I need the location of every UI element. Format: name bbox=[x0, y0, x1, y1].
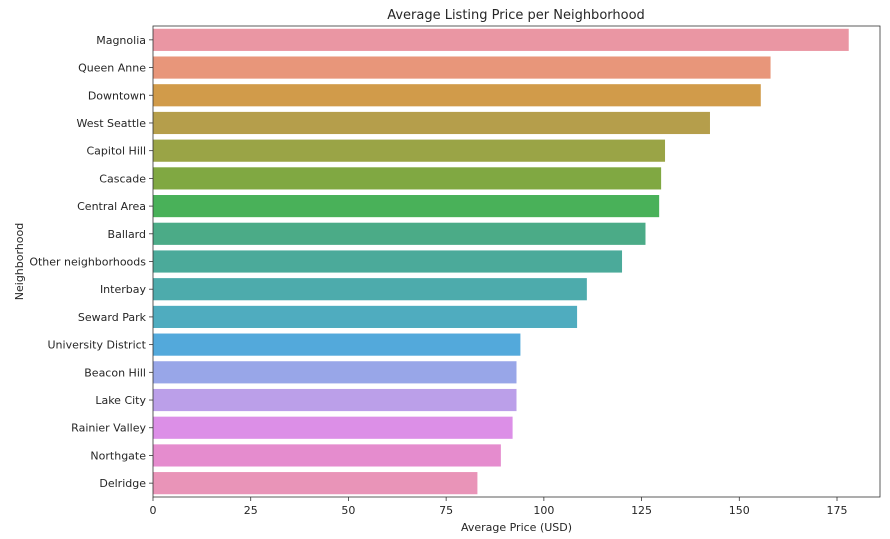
y-tick-label: Queen Anne bbox=[78, 62, 146, 75]
y-tick-label: Central Area bbox=[77, 200, 146, 213]
x-tick-label: 125 bbox=[631, 504, 652, 517]
y-tick-label: Delridge bbox=[99, 477, 146, 490]
bar-beacon-hill bbox=[153, 361, 517, 384]
y-tick-label: Capitol Hill bbox=[87, 145, 147, 158]
bar-queen-anne bbox=[153, 56, 771, 79]
x-axis: 0 25 50 75 100 125 150 175 bbox=[150, 497, 848, 517]
chart-title: Average Listing Price per Neighborhood bbox=[387, 8, 645, 23]
bar-rainier-valley bbox=[153, 416, 513, 439]
x-axis-label: Average Price (USD) bbox=[461, 521, 572, 534]
bar-delridge bbox=[153, 472, 478, 495]
bar-other-neighborhoods bbox=[153, 250, 623, 273]
y-tick-label: Rainier Valley bbox=[71, 422, 146, 435]
bar-cascade bbox=[153, 167, 662, 190]
y-tick-label: University District bbox=[48, 339, 147, 352]
y-tick-label: Northgate bbox=[90, 449, 146, 462]
x-tick-label: 25 bbox=[244, 504, 258, 517]
x-tick-label: 75 bbox=[439, 504, 453, 517]
y-tick-label: Downtown bbox=[88, 89, 146, 102]
y-tick-label: Cascade bbox=[99, 172, 146, 185]
y-tick-label: Seward Park bbox=[78, 311, 147, 324]
bar-west-seattle bbox=[153, 111, 710, 135]
x-tick-label: 175 bbox=[827, 504, 848, 517]
y-axis: Magnolia Queen Anne Downtown West Seattle Ca… bbox=[29, 34, 153, 490]
x-tick-label: 0 bbox=[150, 504, 157, 517]
bar-magnolia bbox=[153, 28, 849, 51]
bar-university-district bbox=[153, 333, 521, 356]
y-tick-label: Beacon Hill bbox=[84, 366, 146, 379]
bar-seward-park bbox=[153, 305, 578, 328]
bar-central-area bbox=[153, 195, 660, 218]
bar-ballard bbox=[153, 222, 646, 245]
bars-group bbox=[153, 28, 849, 495]
y-tick-label: Ballard bbox=[108, 228, 146, 241]
y-tick-label: Other neighborhoods bbox=[29, 256, 146, 269]
y-tick-label: Interbay bbox=[100, 283, 147, 296]
bar-interbay bbox=[153, 278, 587, 301]
bar-downtown bbox=[153, 84, 761, 107]
x-tick-label: 100 bbox=[533, 504, 554, 517]
x-tick-label: 150 bbox=[729, 504, 750, 517]
bar-capitol-hill bbox=[153, 139, 666, 162]
x-tick-label: 50 bbox=[341, 504, 355, 517]
y-tick-label: Magnolia bbox=[96, 34, 146, 47]
y-axis-label: Neighborhood bbox=[13, 223, 26, 300]
bar-lake-city bbox=[153, 388, 517, 412]
bar-northgate bbox=[153, 444, 501, 467]
y-tick-label: West Seattle bbox=[77, 117, 147, 130]
y-tick-label: Lake City bbox=[95, 394, 146, 407]
plot-frame bbox=[152, 25, 881, 498]
